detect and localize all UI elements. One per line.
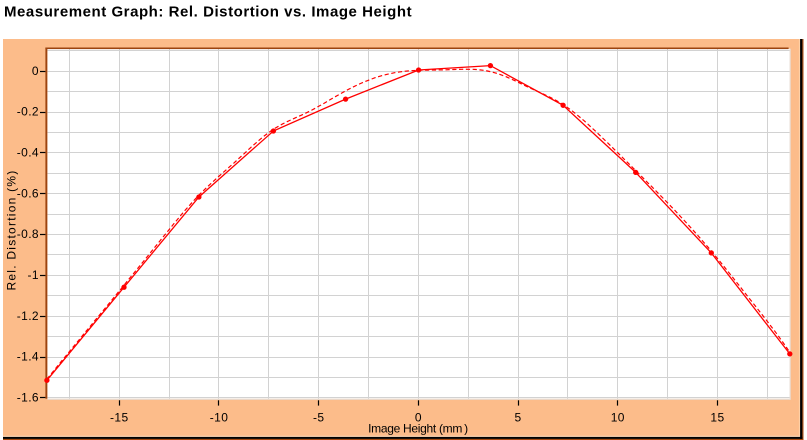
svg-text:Image Height (mm ): Image Height (mm ): [368, 421, 468, 435]
svg-text:10: 10: [611, 410, 625, 424]
svg-text:0: 0: [32, 64, 39, 78]
svg-text:Rel. Distortion (%): Rel. Distortion (%): [5, 169, 19, 290]
svg-text:-0.2: -0.2: [17, 105, 39, 119]
svg-text:15: 15: [710, 410, 724, 424]
svg-text:-1.6: -1.6: [17, 391, 39, 405]
svg-text:-1.2: -1.2: [17, 309, 39, 323]
svg-text:-0.8: -0.8: [17, 227, 39, 241]
svg-text:-10: -10: [210, 410, 229, 424]
svg-text:Measurement Graph: Rel. Distor: Measurement Graph: Rel. Distortion vs. I…: [4, 4, 412, 21]
svg-text:-1: -1: [28, 268, 39, 282]
svg-text:0: 0: [415, 410, 422, 424]
svg-text:-5: -5: [313, 410, 324, 424]
svg-text:-1.4: -1.4: [17, 350, 39, 364]
svg-text:-0.4: -0.4: [17, 146, 39, 160]
svg-text:5: 5: [515, 410, 522, 424]
svg-text:-15: -15: [110, 410, 129, 424]
svg-text:-0.6: -0.6: [17, 186, 39, 200]
